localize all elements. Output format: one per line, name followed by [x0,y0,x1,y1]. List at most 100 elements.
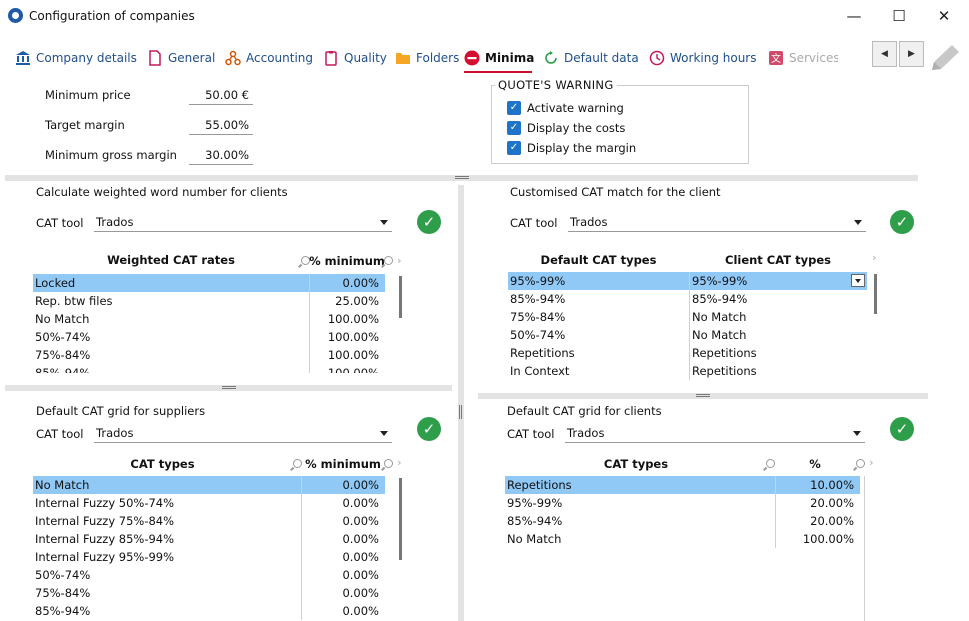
maximize-button[interactable]: ☐ [892,7,906,25]
clients-cat-tool-select[interactable]: Trados [565,425,865,443]
weighted-panel-title: Calculate weighted word number for clien… [36,185,288,199]
check-circle-icon[interactable]: ✓ [890,417,914,441]
tab-quality[interactable]: Quality [323,43,387,73]
activate-warning-checkbox[interactable]: ✓ Activate warning [507,101,624,115]
tab-company-details[interactable]: Company details [15,43,137,73]
scrollbar[interactable] [399,276,402,318]
suppliers-cat-tool-select[interactable]: Trados [94,425,392,443]
table-row[interactable]: 95%-99% 20.00% [505,494,860,512]
table-cell: 85%-94% [35,604,91,618]
tab-working-hours[interactable]: Working hours [649,43,757,73]
table-row[interactable]: Internal Fuzzy 85%-94% 0.00% [33,530,385,548]
min-price-field[interactable]: 50.00 € [189,87,253,105]
table-row[interactable]: 85%-94% 20.00% [505,512,860,530]
tab-accounting[interactable]: Accounting [225,43,313,73]
tabs-prev-button[interactable]: ◀ [872,41,897,67]
tab-services[interactable]: 文 Services [768,43,838,73]
table-cell: 75%-84% [35,586,91,600]
table-cell[interactable]: No Match [689,326,867,344]
table-row[interactable]: 50%-74% 100.00% [33,328,385,346]
tab-general[interactable]: General [147,43,215,73]
chevron-right-icon[interactable]: › [397,456,402,469]
column-header[interactable]: % [809,457,821,471]
table-row[interactable]: 95%-99% 95%-99% [508,272,867,290]
table-cell: 75%-84% [510,310,566,324]
checkmark-icon: ✓ [507,141,521,155]
target-margin-field[interactable]: 55.00% [189,117,253,135]
chevron-right-icon[interactable]: › [869,456,874,469]
table-row[interactable]: Repetitions 10.00% [505,476,860,494]
display-costs-checkbox[interactable]: ✓ Display the costs [507,121,625,135]
check-circle-icon[interactable]: ✓ [417,210,441,234]
search-icon[interactable] [856,459,865,468]
minimize-button[interactable]: — [846,7,862,25]
table-row[interactable]: No Match 100.00% [33,310,385,328]
table-cell: 85%-94% [507,514,563,528]
table-row[interactable]: 85%-94% 0.00% [33,602,385,620]
table-row[interactable]: No Match 100.00% [505,530,860,548]
search-icon[interactable] [766,459,775,468]
table-cell: 0.00% [301,548,385,566]
min-gross-margin-field[interactable]: 30.00% [189,147,253,165]
table-row[interactable]: 50%-74% 0.00% [33,566,385,584]
tabs-next-button[interactable]: ▶ [899,41,924,67]
right-middle-splitter[interactable] [478,393,928,399]
check-circle-icon[interactable]: ✓ [417,417,441,441]
table-cell[interactable]: 95%-99% [689,272,867,290]
table-row[interactable]: 75%-84% 0.00% [33,584,385,602]
table-cell: In Context [510,364,570,378]
column-header[interactable]: % minimum [305,457,381,471]
vertical-splitter[interactable] [458,185,464,621]
table-cell[interactable]: Repetitions [689,344,867,362]
clients-panel-title: Default CAT grid for clients [507,404,662,418]
chevron-right-icon[interactable]: › [872,251,877,264]
table-row[interactable]: No Match 0.00% [33,476,385,494]
table-row[interactable]: Repetitions Repetitions [508,344,867,362]
table-row[interactable]: 75%-84% No Match [508,308,867,326]
table-row[interactable]: 75%-84% 100.00% [33,346,385,364]
column-header[interactable]: CAT types [603,457,669,471]
pencil-icon[interactable] [928,42,962,77]
weighted-grid: Weighted CAT rates % minimum › Locked 0.0… [33,247,408,373]
tab-default-data[interactable]: Default data [543,43,639,73]
search-icon[interactable] [384,459,393,468]
table-row[interactable]: 85%-94% 100.00% [33,364,385,373]
table-cell: Internal Fuzzy 75%-84% [35,514,175,528]
search-icon[interactable] [384,256,393,265]
clients-cat-tool-label: CAT tool [507,427,555,441]
table-row[interactable]: Locked 0.00% [33,274,385,292]
app-logo-icon [8,8,23,23]
table-row[interactable]: 85%-94% 85%-94% [508,290,867,308]
top-splitter[interactable] [5,175,918,181]
table-cell: Repetitions [510,346,575,360]
table-row[interactable]: Internal Fuzzy 75%-84% 0.00% [33,512,385,530]
display-margin-checkbox[interactable]: ✓ Display the margin [507,141,636,155]
tab-minima[interactable]: Minima [464,43,534,73]
table-row[interactable]: 50%-74% No Match [508,326,867,344]
column-header[interactable]: Client CAT types [725,253,831,267]
search-icon[interactable] [293,459,302,468]
table-cell[interactable]: Repetitions [689,362,867,380]
table-row[interactable]: Internal Fuzzy 50%-74% 0.00% [33,494,385,512]
column-header[interactable]: % minimum [309,253,385,268]
chevron-right-icon[interactable]: › [397,254,402,267]
table-cell[interactable]: No Match [689,308,867,326]
column-header[interactable]: Weighted CAT rates [107,253,235,267]
tab-folders[interactable]: Folders [395,43,459,73]
table-row[interactable]: In Context Repetitions [508,362,867,380]
check-circle-icon[interactable]: ✓ [890,210,914,234]
custom-cat-tool-select[interactable]: Trados [568,214,866,232]
scrollbar[interactable] [399,478,402,560]
column-header[interactable]: Default CAT types [540,253,657,267]
close-button[interactable]: ✕ [937,7,951,25]
table-row[interactable]: Rep. btw files 25.00% [33,292,385,310]
scrollbar[interactable] [874,274,877,314]
column-header[interactable]: CAT types [130,457,195,471]
table-cell[interactable]: 85%-94% [689,290,867,308]
left-middle-splitter[interactable] [5,385,452,391]
search-icon[interactable] [301,256,310,265]
chevron-down-icon[interactable] [851,274,865,287]
table-row[interactable]: Internal Fuzzy 95%-99% 0.00% [33,548,385,566]
weighted-cat-tool-select[interactable]: Trados [94,214,392,232]
refresh-icon [543,50,559,66]
